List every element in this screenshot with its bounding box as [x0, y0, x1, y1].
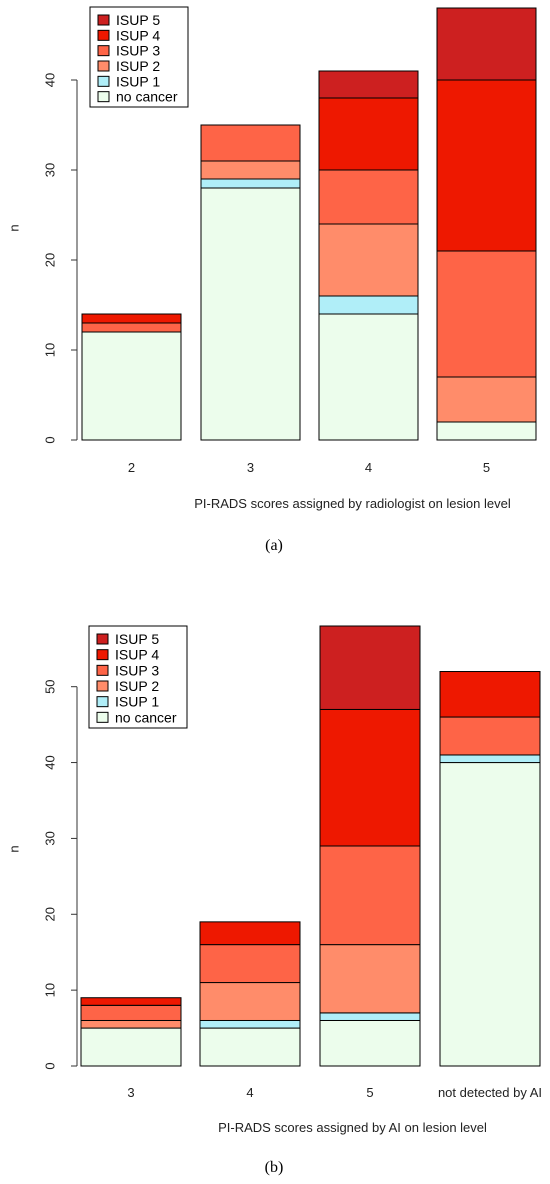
bar-segment-isup-2: [436, 376, 537, 423]
y-tick-label: 30: [43, 831, 58, 845]
bar-segment-isup-4: [80, 997, 182, 1006]
x-tick-label: not detected by AI: [438, 1085, 542, 1100]
x-tick-label: 3: [247, 460, 254, 475]
legend-label: ISUP 2: [115, 678, 159, 694]
bar-segment-isup-3: [80, 1004, 182, 1021]
bar-segment-isup-4: [199, 921, 301, 946]
bar-segment-isup-5: [436, 7, 537, 81]
panel-caption-a: (a): [265, 537, 283, 554]
bar-segment-isup-1: [199, 1019, 301, 1029]
y-tick-label: 0: [43, 436, 58, 443]
bar-segment-no-cancer: [436, 421, 537, 441]
legend-label: no cancer: [115, 709, 177, 725]
bar-segment-no-cancer: [200, 187, 301, 441]
y-tick-label: 40: [43, 755, 58, 769]
y-tick-label: 0: [43, 1062, 58, 1069]
bar-segment-isup-3: [199, 944, 301, 984]
legend-label: ISUP 1: [116, 73, 160, 89]
bar-segment-no-cancer: [199, 1027, 301, 1067]
bar-segment-isup-2: [200, 160, 301, 180]
legend-swatch-isup-2: [96, 680, 109, 692]
y-tick-label: 10: [43, 343, 58, 357]
legend-swatch-isup-3: [97, 45, 110, 57]
chart-a: 0 10 20 30 40 n 2 3 4 5 PI-RADS scores assigned by…: [7, 6, 537, 511]
bar-segment-isup-2: [80, 1019, 182, 1029]
bar-segment-isup-1: [318, 295, 419, 315]
y-axis-title: n: [7, 224, 22, 231]
bar-segment-no-cancer: [81, 331, 182, 441]
bar-segment-isup-3: [319, 845, 421, 946]
x-tick-label: 4: [246, 1085, 253, 1100]
legend-swatch-no-cancer: [97, 91, 110, 103]
y-tick-label: 50: [43, 679, 58, 693]
y-tick-label: 30: [43, 163, 58, 177]
bar-segment-isup-3: [318, 169, 419, 225]
bar-segment-no-cancer: [80, 1027, 182, 1067]
legend-swatch-isup-4: [96, 649, 109, 661]
legend-label: ISUP 4: [116, 27, 160, 43]
legend-label: ISUP 1: [115, 694, 159, 710]
bar-segment-isup-4: [318, 97, 419, 171]
y-axis-title: n: [7, 845, 22, 852]
bar-segment-isup-2: [319, 944, 421, 1014]
legend-label: ISUP 5: [116, 12, 160, 28]
bar-segment-isup-1: [319, 1012, 421, 1021]
bar-segment-isup-5: [319, 625, 421, 710]
bar-segment-no-cancer: [439, 762, 541, 1067]
chart-b: 0 10 20 30 40 50 n 3 4 5 not detected by AI PI-RADS…: [7, 625, 542, 1135]
legend-swatch-isup-3: [96, 664, 109, 676]
bar-segment-isup-2: [318, 223, 419, 297]
bar-segment-isup-4: [319, 708, 421, 847]
legend-label: ISUP 5: [115, 631, 159, 647]
x-axis-title: PI-RADS scores assigned by AI on lesion …: [218, 1120, 487, 1135]
x-tick-label: 4: [365, 460, 372, 475]
bar-segment-isup-1: [200, 178, 301, 189]
legend-swatch-isup-2: [97, 60, 110, 72]
legend-swatch-isup-1: [97, 75, 110, 87]
legend-label: ISUP 2: [116, 58, 160, 74]
legend-label: no cancer: [116, 89, 178, 105]
bar-segment-isup-3: [439, 716, 541, 756]
legend-label: ISUP 4: [115, 647, 159, 663]
bar-segment-isup-5: [318, 70, 419, 99]
x-axis-title: PI-RADS scores assigned by radiologist o…: [194, 496, 511, 511]
legend-swatch-isup-5: [96, 633, 109, 645]
y-tick-label: 10: [43, 983, 58, 997]
y-tick-label: 20: [43, 253, 58, 267]
legend-label: ISUP 3: [116, 43, 160, 59]
bar-segment-isup-3: [200, 124, 301, 162]
legend-swatch-isup-5: [97, 14, 110, 26]
bar-segment-no-cancer: [319, 1019, 421, 1067]
bar-segment-isup-4: [439, 671, 541, 718]
bar-segment-isup-4: [436, 79, 537, 252]
legend-label: ISUP 3: [115, 662, 159, 678]
x-tick-label: 5: [366, 1085, 373, 1100]
y-tick-label: 40: [43, 73, 58, 87]
legend-swatch-isup-4: [97, 29, 110, 41]
x-tick-label: 3: [127, 1085, 134, 1100]
legend-swatch-isup-1: [96, 696, 109, 708]
legend-swatch-no-cancer: [96, 711, 109, 723]
y-tick-label: 20: [43, 907, 58, 921]
panel-caption-b: (b): [265, 1159, 284, 1176]
bar-segment-isup-3: [81, 322, 182, 333]
bar-segment-isup-1: [439, 754, 541, 764]
bar-segment-isup-3: [436, 250, 537, 378]
bar-segment-isup-4: [81, 313, 182, 324]
bar-segment-no-cancer: [318, 313, 419, 441]
x-tick-label: 5: [483, 460, 490, 475]
bar-segment-isup-2: [199, 982, 301, 1021]
x-tick-label: 2: [128, 460, 135, 475]
